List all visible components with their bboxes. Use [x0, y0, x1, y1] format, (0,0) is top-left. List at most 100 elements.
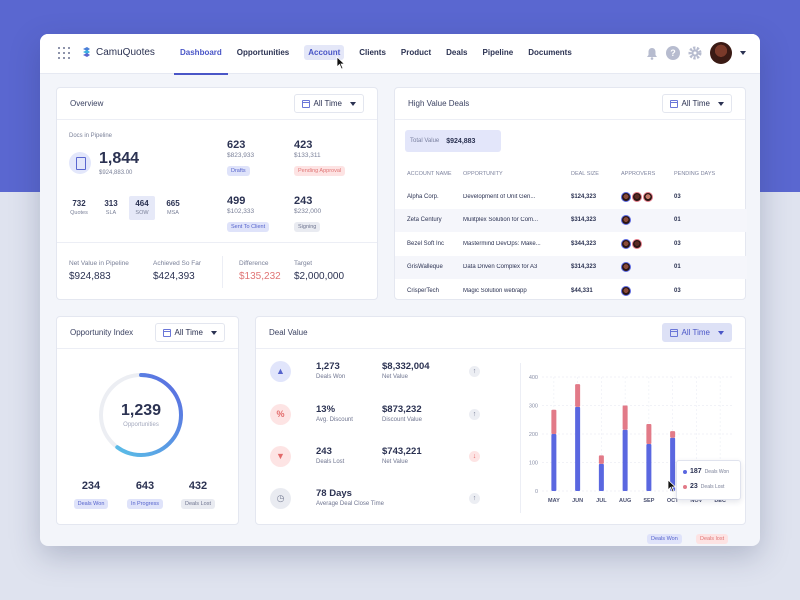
approver-avatar[interactable] [621, 262, 631, 273]
column-header[interactable]: ACCOUNT NAME [407, 171, 452, 177]
bar-deals-won[interactable] [598, 463, 604, 491]
x-tick-label: JUL [596, 498, 607, 504]
table-row[interactable]: Alpha Corp. Development of Unit Gen... $12… [395, 185, 747, 209]
nav-documents[interactable]: Documents [522, 34, 578, 74]
column-header[interactable]: OPPORTUNITY [463, 171, 503, 177]
nav-deals[interactable]: Deals [440, 34, 473, 74]
metric-label: Deals Won [316, 374, 346, 380]
time-filter-dropdown[interactable]: All Time [154, 323, 225, 342]
bar-deals-lost[interactable] [670, 431, 676, 438]
grid-icon[interactable] [58, 47, 70, 59]
status-sent-to-client[interactable]: 499 $102,333 Sent To Client [227, 195, 270, 233]
table-row[interactable]: CrisperTech Magic Solution web/app $44,331… [395, 279, 747, 303]
total-achieved: Achieved So Far $424,393 [153, 260, 201, 282]
nav-opportunities[interactable]: Opportunities [231, 34, 295, 74]
bar-deals-won[interactable] [670, 437, 676, 491]
metric-value: 243 [316, 446, 332, 457]
thumbs-down-icon: ▼ [270, 446, 291, 467]
gear-icon[interactable] [688, 46, 702, 60]
nav-clients[interactable]: Clients [353, 34, 392, 74]
breakdown-label: MSA [167, 210, 179, 216]
nav-pipeline[interactable]: Pipeline [477, 34, 520, 74]
approver-avatar[interactable] [621, 285, 631, 296]
stat-value: 643 [135, 480, 155, 492]
metric-close-time[interactable]: ◷ 78 Days Average Deal Close Time ↑ [270, 488, 490, 512]
bar-deals-lost[interactable] [575, 384, 581, 407]
overview-card: Overview All Time Docs in Pipeline 1,844… [56, 87, 378, 300]
opportunity-cell: Mastermind DevOps: Make... [463, 240, 541, 247]
column-header[interactable]: APPROVERS [621, 171, 656, 177]
app-logo[interactable]: CamuQuotes [81, 46, 155, 58]
nav-label: Opportunities [236, 48, 290, 57]
time-filter-dropdown[interactable]: All Time [661, 323, 732, 342]
nav-label: Clients [359, 48, 386, 57]
metric-label-secondary: Discount Value [382, 417, 422, 423]
x-tick-label: SEP [643, 498, 654, 504]
status-pending-approval[interactable]: 423 $133,311 Pending Approval [294, 139, 346, 177]
total-net-value: Net Value in Pipeline $924,883 [69, 260, 129, 282]
time-filter-dropdown[interactable]: All Time [661, 94, 732, 113]
bar-deals-lost[interactable] [646, 424, 652, 444]
bar-deals-lost[interactable] [551, 409, 557, 434]
mouse-cursor-icon [336, 56, 346, 70]
stat-deals-won[interactable]: 234 Deals Won [67, 480, 115, 510]
total-value-label: Total Value [410, 138, 440, 144]
user-avatar[interactable] [710, 42, 732, 64]
divider [222, 256, 223, 288]
column-header[interactable]: DEAL SIZE [571, 171, 599, 177]
legend-dot [683, 484, 687, 489]
time-filter-dropdown[interactable]: All Time [293, 94, 364, 113]
breakdown-quotes[interactable]: 732 Quotes [65, 196, 93, 220]
metric-deals-lost[interactable]: ▼ 243 Deals Lost $743,221 Net Value ↓ [270, 446, 490, 470]
chevron-down-icon [211, 330, 217, 335]
approver-avatar[interactable] [621, 238, 631, 249]
bar-deals-won[interactable] [622, 429, 628, 491]
breakdown-sow[interactable]: 464 SOW [129, 196, 155, 220]
approver-avatar[interactable] [632, 191, 642, 202]
stat-deals-lost[interactable]: 432 Deals Lost [174, 480, 222, 510]
approver-avatar[interactable] [643, 191, 653, 202]
total-label: Target [294, 260, 313, 267]
approvers-cell [617, 285, 670, 296]
mouse-cursor-icon [667, 479, 677, 493]
account-cell: GrisWalleque [407, 264, 443, 271]
breakdown-label: SLA [105, 210, 117, 216]
bar-deals-lost[interactable] [622, 405, 628, 430]
status-amount: $823,933 [227, 152, 255, 159]
column-header[interactable]: PENDING DAYS [674, 171, 716, 177]
nav-account[interactable]: Account [298, 34, 350, 74]
legend-deals-won[interactable]: Deals Won [647, 534, 682, 544]
stat-in-progress[interactable]: 643 In Progress [121, 480, 169, 510]
bar-deals-won[interactable] [551, 434, 557, 491]
account-cell: CrisperTech [407, 287, 440, 294]
y-tick-label: 100 [529, 461, 538, 467]
breakdown-msa[interactable]: 665 MSA [159, 196, 187, 220]
metric-avg-discount[interactable]: % 13% Avg. Discount $873,232 Discount Va… [270, 404, 490, 428]
bar-deals-won[interactable] [575, 406, 581, 491]
bell-icon[interactable] [646, 47, 658, 60]
deals-table: ACCOUNT NAME OPPORTUNITY DEAL SIZE APPRO… [395, 163, 747, 303]
chevron-down-icon[interactable] [740, 51, 746, 55]
status-drafts[interactable]: 623 $823,933 Drafts [227, 139, 254, 177]
bar-deals-lost[interactable] [598, 455, 604, 464]
status-badge: Signing [294, 222, 321, 232]
table-row[interactable]: Bezel Soft Inc Mastermind DevOps: Make...… [395, 232, 747, 256]
chevron-down-icon [718, 330, 724, 335]
question-icon[interactable]: ? [666, 46, 680, 60]
approver-avatar[interactable] [621, 215, 631, 226]
nav-product[interactable]: Product [395, 34, 437, 74]
breakdown-sla[interactable]: 313 SLA [97, 196, 125, 220]
approver-avatar[interactable] [632, 238, 642, 249]
y-tick-label: 200 [529, 432, 538, 438]
metric-label-secondary: Net Value [382, 374, 408, 380]
metric-deals-won[interactable]: ▲ 1,273 Deals Won $8,332,004 Net Value ↑ [270, 361, 490, 385]
legend-deals-lost[interactable]: Deals lost [696, 534, 729, 544]
table-row[interactable]: GrisWalleque Data Driven Complex for A3 $3… [395, 255, 747, 279]
status-signing[interactable]: 243 $232,000 Signing [294, 195, 321, 233]
bar-deals-won[interactable] [646, 443, 652, 491]
table-row[interactable]: Zeta Century Mulitplex Solution for Com..… [395, 208, 747, 232]
donut-progress [99, 373, 183, 457]
approver-avatar[interactable] [621, 191, 631, 202]
nav-dashboard[interactable]: Dashboard [174, 34, 228, 75]
status-badge: Pending Approval [294, 166, 346, 176]
